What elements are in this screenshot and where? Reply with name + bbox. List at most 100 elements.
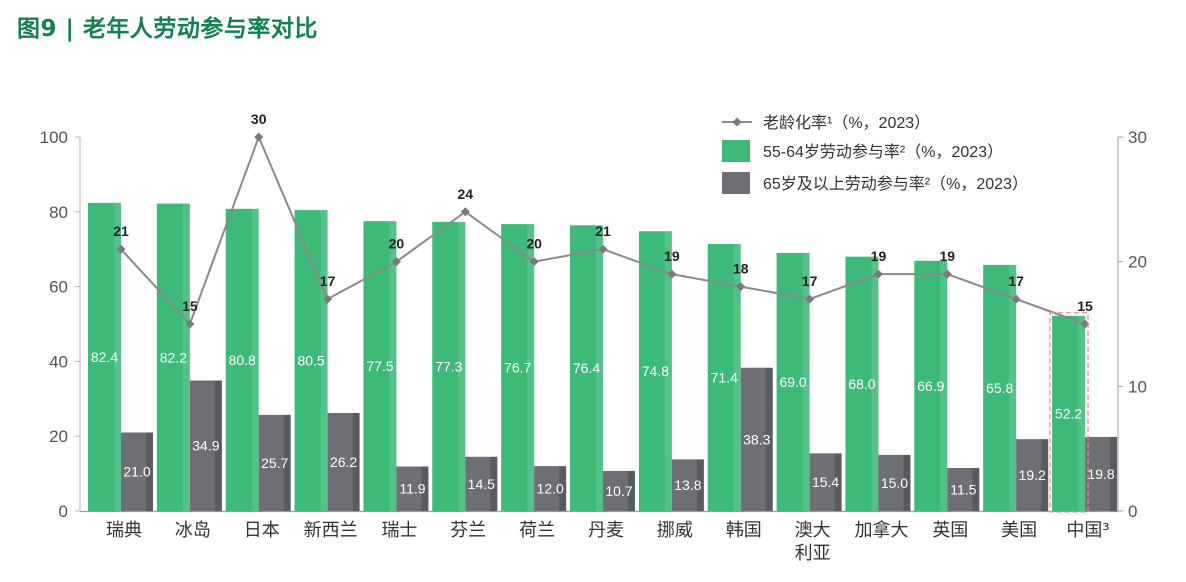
age-65-plus-bar <box>189 380 222 511</box>
aging-rate-point <box>805 294 815 304</box>
x-tick-label: 新西兰 <box>286 519 376 542</box>
bar-shade <box>871 256 879 511</box>
aging-rate-value-label: 20 <box>389 236 405 252</box>
bar-shade <box>214 380 222 511</box>
bar-shade <box>559 466 567 511</box>
age-65-plus-bar <box>465 456 498 511</box>
y-tick-label: 60 <box>49 278 68 297</box>
bar-shade <box>114 202 121 511</box>
bar-shade <box>1110 436 1118 511</box>
age-65-plus-bar <box>671 459 704 511</box>
age-55-64-value-label: 71.4 <box>711 369 738 385</box>
bar-shade <box>146 432 153 511</box>
bar-shade <box>527 224 535 511</box>
aging-rate-point <box>1080 319 1090 329</box>
bar-shade <box>251 208 259 512</box>
age-65-plus-bar <box>603 470 636 511</box>
age-55-64-bar <box>432 221 466 511</box>
aging-rate-point <box>460 207 470 217</box>
bar-shade <box>940 260 948 511</box>
bar-shade <box>596 225 604 511</box>
age-65-plus-bar <box>878 454 911 511</box>
aging-rate-value-label: 17 <box>1008 273 1024 289</box>
aging-rate-value-label: 19 <box>871 248 887 264</box>
x-tick-label: 芬兰 <box>423 519 513 542</box>
legend-item: 65岁及以上劳动参与率²（%，2023） <box>722 172 1028 194</box>
x-tick-label-text: 中国³ <box>1066 520 1110 541</box>
bar-shade <box>664 231 672 512</box>
aging-rate-value-label: 15 <box>182 298 198 314</box>
age-55-64-bar <box>570 225 604 511</box>
age-55-64-bar <box>707 243 741 512</box>
bar-shade <box>182 203 190 511</box>
legend-item: 老龄化率¹（%，2023） <box>722 114 930 132</box>
age-55-64-value-label: 68.0 <box>848 376 875 392</box>
age-65-plus-bar <box>534 466 567 511</box>
age-55-64-bar <box>914 260 948 511</box>
bar-shade <box>1009 264 1017 511</box>
age-65-plus-value-label: 34.9 <box>192 438 219 454</box>
bar-shade <box>283 414 291 511</box>
aging-rate-value-label: 17 <box>320 273 336 289</box>
age-55-64-bar <box>1052 315 1086 511</box>
age-55-64-value-label: 66.9 <box>917 378 944 394</box>
aging-rate-value-label: 21 <box>595 223 611 239</box>
aging-rate-point <box>598 244 608 254</box>
x-tick-label-text: 新西兰 <box>303 520 358 541</box>
bar-shade <box>458 221 466 511</box>
age-65-plus-bar <box>1016 439 1049 511</box>
age-55-64-value-label: 74.8 <box>642 363 669 379</box>
x-tick-label: 瑞士 <box>354 519 444 542</box>
legend-diamond-icon <box>732 117 742 127</box>
legend: 老龄化率¹（%，2023） 55-64岁劳动参与率²（%，2023） 65岁及以上劳… <box>722 114 1028 194</box>
x-tick-label-text: 瑞士 <box>381 520 418 541</box>
x-tick-label: 荷兰 <box>492 519 582 542</box>
aging-rate-point <box>391 257 401 267</box>
x-tick-label-text: 荷兰 <box>519 520 556 541</box>
bar-shade <box>696 459 704 511</box>
bar-shade <box>802 252 810 511</box>
x-tick-label: 丹麦 <box>561 519 651 542</box>
x-tick-label-text: 澳大利亚 <box>794 520 831 564</box>
age-55-64-value-label: 77.3 <box>435 358 462 374</box>
age-55-64-bar <box>225 208 259 512</box>
x-tick-label-text: 冰岛 <box>174 520 211 541</box>
bar-shade <box>765 367 773 511</box>
aging-rate-value-label: 15 <box>1077 298 1093 314</box>
legend-label: 65岁及以上劳动参与率²（%，2023） <box>763 175 1028 193</box>
age-55-64-bar <box>638 231 672 512</box>
age-55-64-value-label: 69.0 <box>779 374 806 390</box>
age-65-plus-bar <box>327 413 360 511</box>
age-65-plus-value-label: 14.5 <box>468 476 495 492</box>
x-tick-label: 英国 <box>905 519 995 542</box>
bar-shade <box>628 470 636 511</box>
x-tick-label: 冰岛 <box>148 519 238 542</box>
age-65-plus-bar <box>1085 436 1118 511</box>
x-tick-label-text: 丹麦 <box>588 520 625 541</box>
legend-item: 55-64岁劳动参与率²（%，2023） <box>722 140 1003 162</box>
bar-shade <box>421 466 429 511</box>
age-65-plus-value-label: 11.9 <box>399 481 425 497</box>
legend-swatch-icon <box>722 140 750 162</box>
y-tick-label: 80 <box>49 203 68 222</box>
age-55-64-bar <box>88 202 121 511</box>
aging-rate-point <box>185 319 195 329</box>
y-tick-label: 100 <box>40 128 68 147</box>
bar-shade <box>1078 315 1086 511</box>
legend-label: 老龄化率¹（%，2023） <box>763 114 930 132</box>
legend-label: 55-64岁劳动参与率²（%，2023） <box>763 143 1003 161</box>
aging-rate-point <box>116 244 126 254</box>
x-tick-label: 中国³ <box>1043 519 1133 542</box>
bar-shade <box>1041 439 1049 511</box>
aging-rate-value-label: 30 <box>251 111 267 127</box>
aging-rate-value-label: 19 <box>664 248 680 264</box>
x-tick-label-text: 英国 <box>932 520 969 541</box>
x-tick-label-text: 挪威 <box>656 520 693 541</box>
x-tick-label-text: 芬兰 <box>450 520 487 541</box>
bar-shade <box>490 456 498 511</box>
age-55-64-bar <box>156 203 190 511</box>
aging-rate-value-label: 21 <box>113 223 129 239</box>
age-65-plus-value-label: 19.8 <box>1087 466 1114 482</box>
age-65-plus-bar <box>121 432 153 511</box>
age-55-64-bar <box>845 256 879 511</box>
